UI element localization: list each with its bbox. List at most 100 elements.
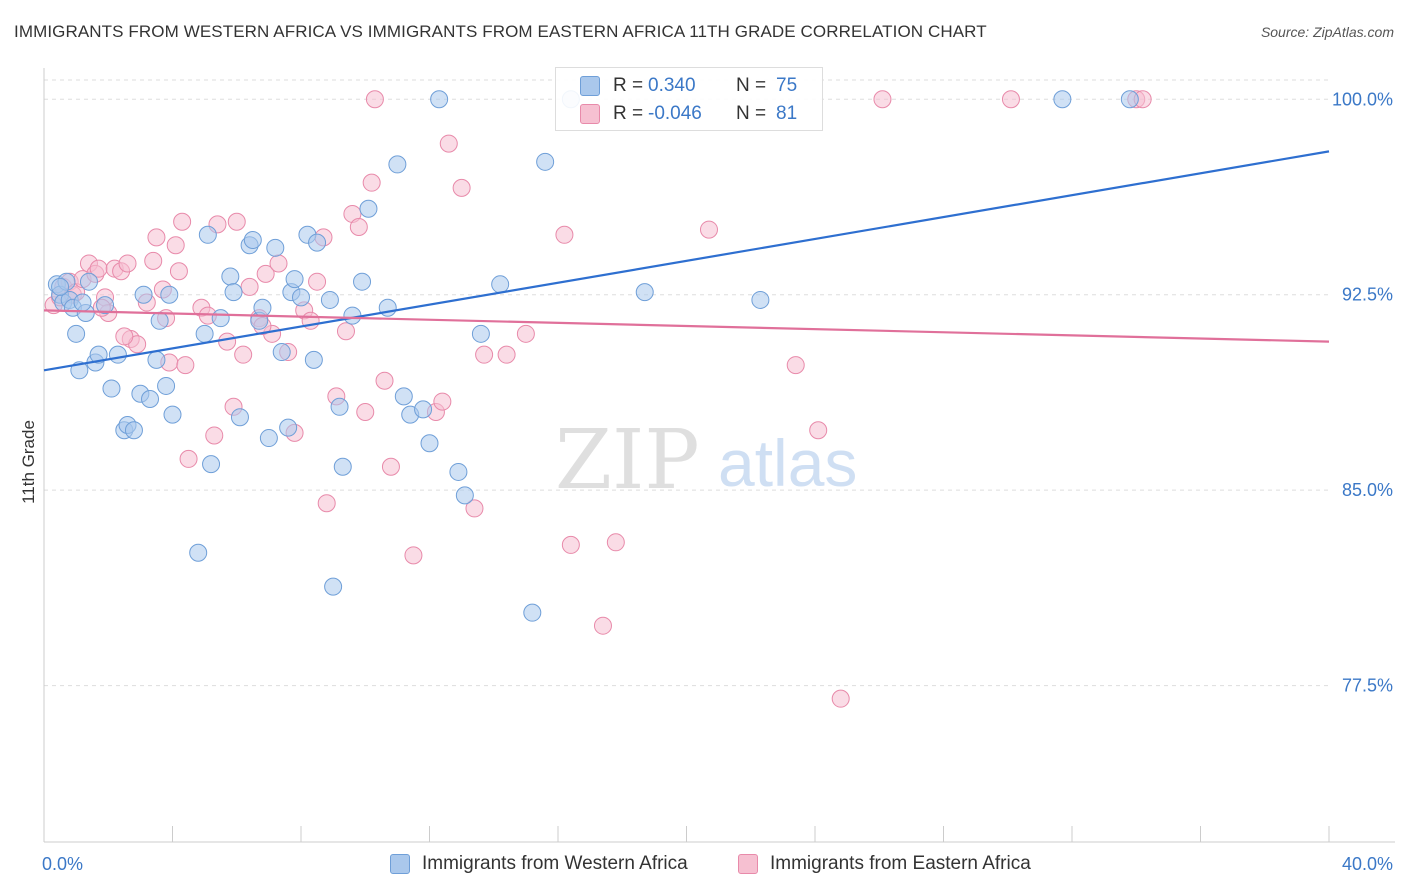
x-tick-label: 0.0%: [42, 854, 83, 874]
western-africa-point: [150, 311, 169, 330]
western-africa-point: [272, 343, 291, 362]
western-africa-point: [253, 298, 272, 317]
r-value: -0.046: [648, 103, 702, 124]
eastern-africa-point: [381, 457, 400, 476]
western-africa-point: [1053, 90, 1072, 109]
eastern-africa-point: [218, 332, 237, 351]
tick-labels: 100.0% 92.5% 85.0% 77.5% 0.0% 40.0%: [42, 89, 1393, 874]
western-africa-point: [304, 350, 323, 369]
western-africa-point: [211, 309, 230, 328]
eastern-africa-point: [356, 403, 375, 421]
eastern-africa-point: [516, 324, 535, 343]
y-tick-label: 92.5%: [1342, 285, 1393, 305]
eastern-africa-point: [497, 345, 516, 364]
source-note: Source: ZipAtlas.com: [1260, 24, 1394, 40]
western-africa-point: [308, 233, 327, 252]
n-label: N =: [736, 75, 767, 96]
y-axis-label: 11th Grade: [19, 420, 38, 504]
western-africa-point: [221, 267, 240, 286]
eastern-africa-point: [144, 251, 163, 270]
western-africa-point: [320, 290, 339, 309]
western-africa-point: [414, 400, 433, 419]
western-africa-point: [1120, 90, 1139, 109]
eastern-africa-point: [173, 212, 192, 231]
western-africa-point: [141, 389, 160, 408]
eastern-africa-point: [240, 277, 259, 296]
western-africa-point: [89, 345, 108, 364]
x-tick-label: 40.0%: [1342, 854, 1393, 874]
western-africa-point: [79, 272, 98, 291]
eastern-africa-point: [234, 345, 253, 364]
western-africa-point: [108, 345, 127, 364]
western-africa-point: [259, 429, 278, 448]
western-africa-point: [491, 275, 510, 294]
blue-swatch: [580, 76, 600, 96]
western-africa-point: [189, 543, 208, 562]
eastern-africa-point: [593, 616, 612, 635]
series-eastern-africa-points: [44, 90, 1152, 708]
eastern-africa-point: [147, 228, 166, 247]
eastern-africa-point: [465, 499, 484, 518]
eastern-africa-point: [169, 262, 188, 281]
western-africa-point: [751, 290, 770, 309]
western-africa-point: [430, 90, 449, 109]
western-africa-point: [330, 397, 349, 416]
series-legend: Immigrants from Western Africa Immigrant…: [0, 852, 1406, 878]
eastern-africa-point: [1001, 90, 1020, 109]
eastern-africa-point: [699, 220, 718, 239]
r-label: R =: [613, 75, 644, 96]
western-africa-point: [102, 379, 121, 398]
western-africa-point: [73, 293, 92, 312]
eastern-africa-point: [118, 254, 137, 273]
watermark-zip: ZIP: [555, 413, 700, 508]
western-africa-point: [157, 376, 176, 395]
western-africa-point: [124, 421, 143, 440]
series-western-africa-points: [47, 90, 1139, 622]
y-tick-label: 100.0%: [1332, 89, 1393, 109]
western-africa-point: [394, 387, 413, 406]
eastern-africa-point: [831, 689, 850, 708]
western-africa-point: [449, 462, 468, 481]
western-africa-point: [324, 577, 343, 596]
western-africa-point: [388, 155, 407, 174]
eastern-africa-trend-line: [43, 309, 1330, 343]
western-africa-point: [163, 405, 182, 424]
western-africa-point: [195, 324, 214, 343]
watermark-atlas: atlas: [718, 426, 857, 500]
western-africa-point: [224, 283, 243, 302]
stats-row-eastern: R = -0.046 N = 81: [556, 100, 822, 126]
western-africa-point: [333, 457, 352, 476]
western-africa-point: [202, 455, 221, 474]
eastern-africa-point: [475, 345, 494, 364]
legend-label: Immigrants from Eastern Africa: [770, 853, 1031, 874]
eastern-africa-point: [176, 356, 195, 375]
gridlines: [44, 79, 1329, 687]
eastern-africa-point: [375, 371, 394, 390]
western-africa-point: [279, 418, 298, 437]
eastern-africa-point: [256, 264, 275, 283]
n-value: 75: [776, 75, 798, 96]
trend-lines: [43, 150, 1330, 372]
y-tick-label: 77.5%: [1342, 676, 1393, 696]
eastern-africa-point: [439, 134, 458, 153]
chart-title: IMMIGRANTS FROM WESTERN AFRICA VS IMMIGR…: [14, 22, 987, 41]
western-africa-point: [285, 270, 304, 289]
western-africa-point: [353, 272, 372, 291]
western-africa-point: [420, 434, 439, 453]
eastern-africa-point: [227, 212, 246, 231]
western-africa-point: [536, 152, 555, 171]
eastern-africa-point: [452, 178, 471, 197]
eastern-africa-point: [365, 90, 384, 109]
eastern-africa-point: [336, 322, 355, 341]
western-africa-point: [471, 324, 490, 343]
r-label: R =: [613, 103, 644, 124]
eastern-africa-point: [433, 392, 452, 411]
western-africa-point: [51, 277, 70, 296]
western-africa-point: [523, 603, 542, 622]
eastern-africa-point: [317, 494, 336, 513]
eastern-africa-point: [873, 90, 892, 109]
y-tick-label: 85.0%: [1342, 480, 1393, 500]
eastern-africa-point: [809, 421, 828, 440]
axes: [43, 68, 1395, 843]
western-africa-point: [266, 238, 285, 257]
